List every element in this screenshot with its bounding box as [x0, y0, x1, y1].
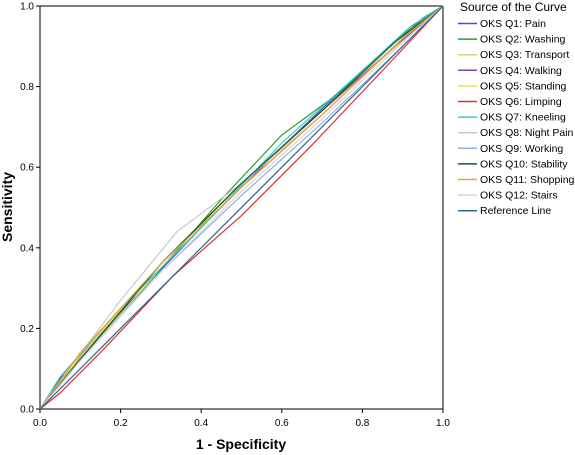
- legend-entry: OKS Q1: Pain: [480, 18, 546, 30]
- y-axis-title: Sensitivity: [0, 172, 15, 242]
- legend-entry: OKS Q9: Working: [480, 143, 563, 155]
- curve-oks-q12-stairs: [39, 5, 444, 410]
- legend: Source of the Curve OKS Q1: Pain OKS Q2: …: [458, 0, 575, 217]
- curve-oks-q6-limping: [39, 5, 444, 410]
- x-tick-label: 0.6: [275, 418, 289, 429]
- curve-oks-q10-stability: [39, 5, 444, 410]
- curve-oks-q7-kneeling: [39, 5, 444, 410]
- legend-entry: OKS Q8: Night Pain: [480, 127, 574, 139]
- y-axis-ticks: 0.0 0.2 0.4 0.6 0.8 1.0: [20, 2, 40, 416]
- legend-entry: Reference Line: [480, 205, 551, 217]
- legend-entry: OKS Q6: Limping: [480, 96, 562, 108]
- x-axis-title: 1 - Specificity: [196, 436, 286, 452]
- y-tick-label: 0.0: [20, 405, 34, 416]
- x-tick-label: 0.8: [355, 418, 369, 429]
- legend-entry: OKS Q3: Transport: [480, 49, 569, 61]
- x-tick-label: 1.0: [436, 418, 450, 429]
- legend-entry: OKS Q5: Standing: [480, 80, 567, 92]
- legend-entry: OKS Q10: Stability: [480, 158, 568, 170]
- roc-curves: [39, 5, 444, 410]
- y-tick-label: 0.6: [20, 163, 34, 174]
- legend-entry: OKS Q12: Stairs: [480, 190, 558, 202]
- y-tick-label: 0.2: [20, 324, 34, 335]
- curve-oks-q11-shopping: [39, 5, 444, 410]
- y-tick-label: 0.4: [20, 243, 34, 254]
- legend-entry: OKS Q2: Washing: [480, 34, 566, 46]
- x-tick-label: 0.4: [194, 418, 208, 429]
- curve-reference-line: [39, 5, 444, 410]
- x-tick-label: 0.2: [114, 418, 128, 429]
- legend-entry: OKS Q4: Walking: [480, 65, 562, 77]
- x-axis-ticks: 0.0 0.2 0.4 0.6 0.8 1.0: [33, 409, 450, 429]
- x-tick-label: 0.0: [33, 418, 47, 429]
- legend-entry: OKS Q7: Kneeling: [480, 112, 566, 124]
- legend-title: Source of the Curve: [460, 0, 567, 14]
- y-tick-label: 1.0: [20, 2, 34, 13]
- legend-entry: OKS Q11: Shopping: [480, 174, 575, 186]
- y-tick-label: 0.8: [20, 82, 34, 93]
